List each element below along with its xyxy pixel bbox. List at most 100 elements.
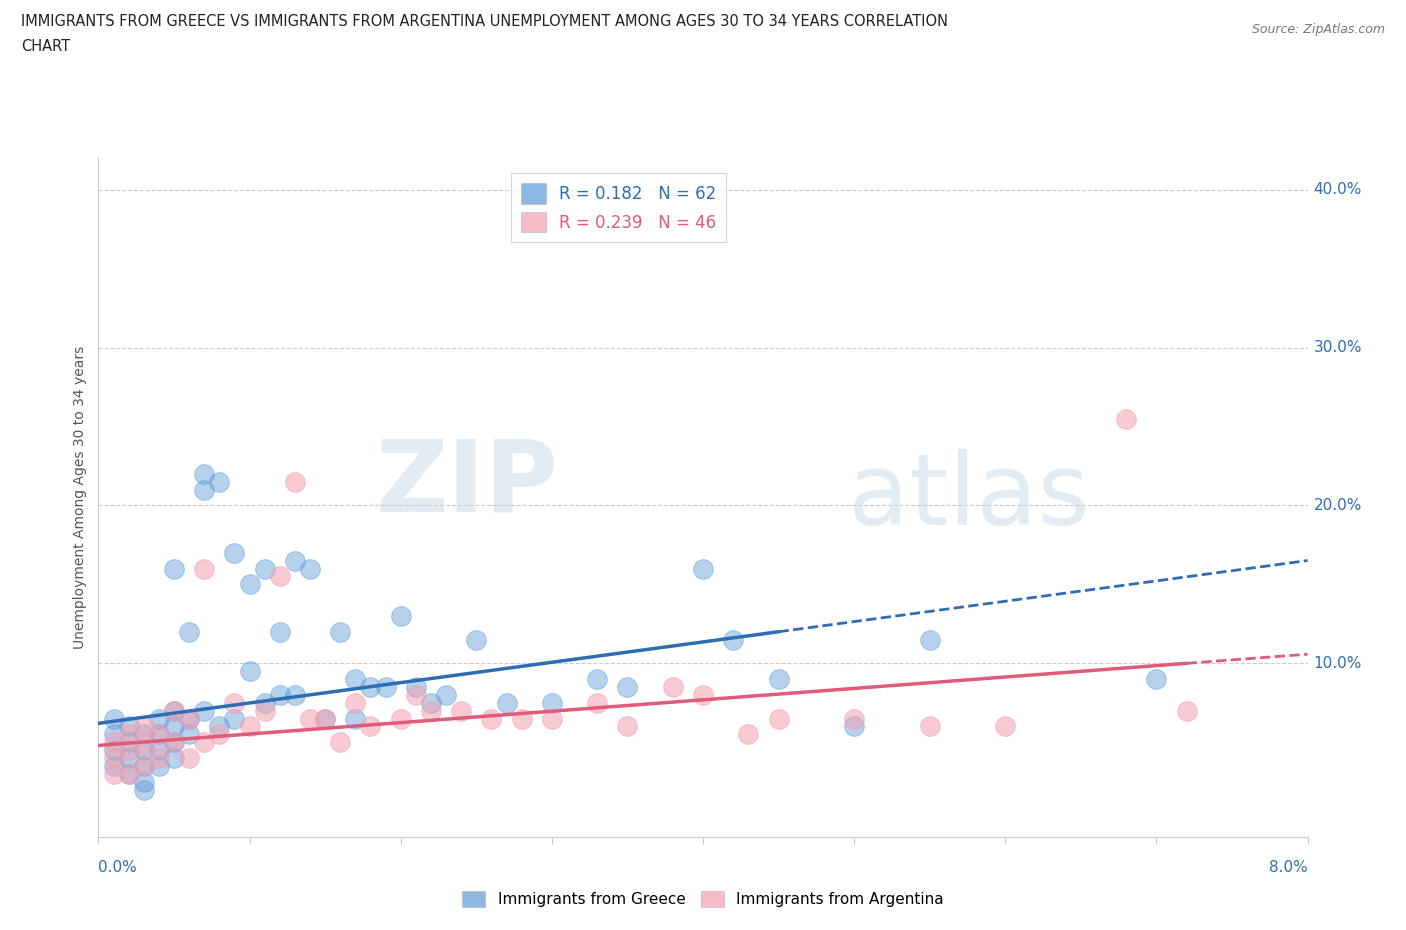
Point (132, 738, 155, 753)
Point (269, 569, 291, 584)
Point (616, 680, 638, 695)
Point (450, 703, 472, 718)
Point (586, 696, 609, 711)
Point (118, 727, 141, 742)
Point (844, 711, 866, 726)
Point (179, 711, 201, 726)
Point (208, 719, 231, 734)
Point (193, 467, 215, 482)
Point (148, 743, 170, 758)
Point (148, 711, 170, 726)
Point (163, 703, 186, 718)
Point (163, 561, 186, 576)
Point (193, 735, 215, 750)
Point (103, 751, 125, 765)
Point (284, 687, 307, 702)
Point (224, 696, 246, 711)
Point (208, 474, 231, 489)
Point (405, 687, 427, 702)
Point (737, 727, 759, 742)
Point (118, 719, 141, 734)
Text: 8.0%: 8.0% (1268, 860, 1308, 875)
Point (193, 703, 215, 718)
Point (661, 680, 683, 695)
Point (132, 759, 155, 774)
Point (179, 727, 201, 742)
Point (314, 711, 336, 726)
Point (344, 671, 367, 686)
Point (179, 711, 201, 726)
Text: 40.0%: 40.0% (1313, 182, 1362, 197)
Point (479, 711, 503, 726)
Legend: Immigrants from Greece, Immigrants from Argentina: Immigrants from Greece, Immigrants from … (457, 884, 949, 913)
Point (132, 719, 155, 734)
Point (359, 719, 381, 734)
Point (103, 759, 125, 774)
Point (768, 671, 790, 686)
Point (495, 696, 517, 711)
Point (163, 735, 186, 750)
Point (918, 719, 941, 734)
Point (118, 735, 141, 750)
Point (329, 735, 352, 750)
Text: 0.0%: 0.0% (98, 860, 138, 875)
Point (540, 696, 562, 711)
Point (918, 632, 941, 647)
Point (586, 671, 609, 686)
Text: 20.0%: 20.0% (1313, 498, 1362, 513)
Point (239, 664, 262, 679)
Text: 10.0%: 10.0% (1313, 656, 1362, 671)
Point (118, 766, 141, 781)
Point (344, 711, 367, 726)
Point (224, 545, 246, 560)
Point (132, 782, 155, 797)
Point (768, 711, 790, 726)
Y-axis label: Unemployment Among Ages 30 to 34 years: Unemployment Among Ages 30 to 34 years (73, 346, 87, 649)
Text: Source: ZipAtlas.com: Source: ZipAtlas.com (1251, 23, 1385, 36)
Point (118, 766, 141, 781)
Point (103, 743, 125, 758)
Point (103, 727, 125, 742)
Point (723, 632, 745, 647)
Point (193, 483, 215, 498)
Point (103, 735, 125, 750)
Legend: R = 0.182   N = 62, R = 0.239   N = 46: R = 0.182 N = 62, R = 0.239 N = 46 (510, 173, 725, 242)
Point (419, 696, 441, 711)
Point (118, 751, 141, 765)
Point (163, 751, 186, 765)
Point (239, 577, 262, 591)
Point (692, 687, 714, 702)
Point (253, 696, 276, 711)
Point (344, 696, 367, 711)
Point (314, 711, 336, 726)
Point (148, 759, 170, 774)
Point (284, 474, 307, 489)
Point (148, 727, 170, 742)
Point (299, 711, 322, 726)
Point (540, 711, 562, 726)
Point (405, 680, 427, 695)
Point (103, 711, 125, 726)
Point (253, 561, 276, 576)
Point (179, 751, 201, 765)
Point (132, 727, 155, 742)
Point (1144, 671, 1167, 686)
Point (994, 719, 1017, 734)
Text: IMMIGRANTS FROM GREECE VS IMMIGRANTS FROM ARGENTINA UNEMPLOYMENT AMONG AGES 30 T: IMMIGRANTS FROM GREECE VS IMMIGRANTS FRO… (21, 14, 948, 29)
Point (132, 759, 155, 774)
Point (329, 624, 352, 639)
Point (1115, 411, 1137, 426)
Point (224, 711, 246, 726)
Point (419, 703, 441, 718)
Point (616, 719, 638, 734)
Point (465, 632, 488, 647)
Point (163, 735, 186, 750)
Point (179, 624, 201, 639)
Text: CHART: CHART (21, 39, 70, 54)
Point (118, 743, 141, 758)
Point (239, 719, 262, 734)
Point (163, 719, 186, 734)
Text: 30.0%: 30.0% (1313, 340, 1362, 355)
Point (284, 553, 307, 568)
Point (389, 711, 412, 726)
